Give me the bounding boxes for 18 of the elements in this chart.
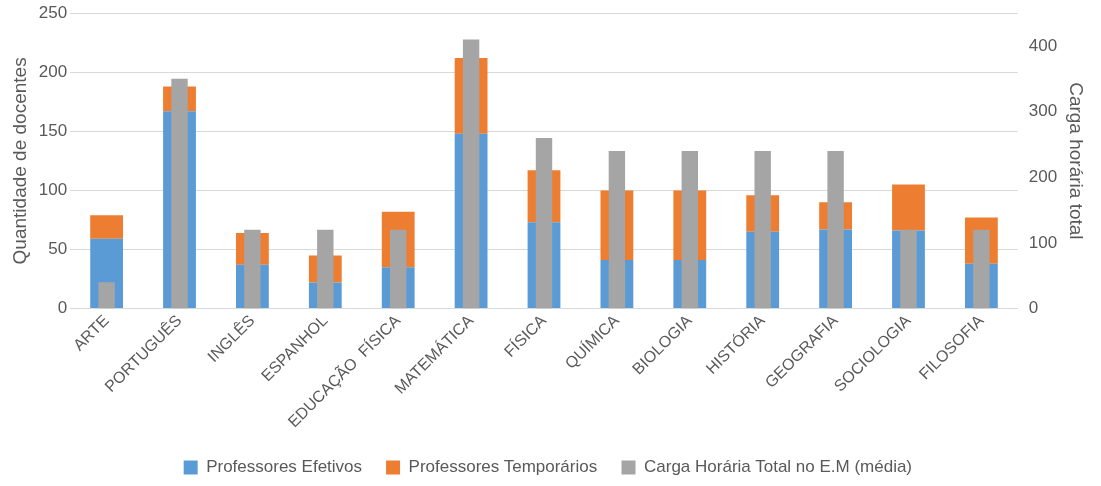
y-tick-label: 100 (38, 180, 68, 200)
y-tick-label: 0 (57, 298, 68, 318)
legend-label: Professores Efetivos (206, 457, 363, 477)
y2-tick-label: 300 (1028, 101, 1058, 121)
legend-label: Professores Temporários (408, 457, 598, 477)
y2-axis-title: Carga horária total (1066, 82, 1088, 240)
y-tick-label: 50 (48, 239, 68, 259)
y-tick-label: 250 (38, 2, 68, 22)
legend-label: Carga Horária Total no E.M (média) (644, 457, 913, 477)
y-axis-title: Quantidade de docentes (8, 57, 30, 265)
y-tick-label: 150 (38, 121, 68, 141)
y2-tick-label: 0 (1028, 298, 1039, 318)
y-tick-label: 200 (38, 61, 68, 81)
bar (90, 215, 124, 239)
y2-tick-label: 200 (1028, 166, 1058, 186)
y2-tick-label: 100 (1028, 232, 1058, 252)
y2-tick-label: 400 (1028, 35, 1058, 55)
bar (98, 282, 115, 309)
